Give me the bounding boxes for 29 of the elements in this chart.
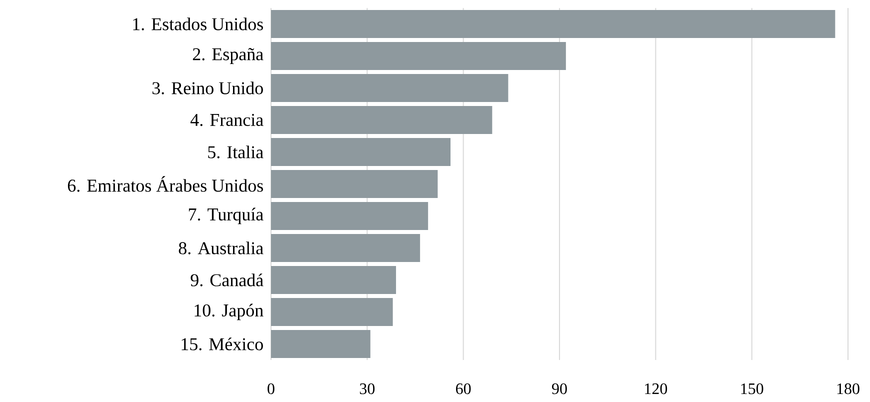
bar [271, 170, 438, 198]
bar [271, 298, 393, 326]
bar [271, 106, 492, 134]
bar [271, 234, 420, 262]
bar [271, 74, 508, 102]
x-tick-label: 60 [456, 383, 471, 394]
bar [271, 202, 428, 230]
y-tick-label: 4. Francia [190, 114, 264, 126]
y-tick-label: 6. Emiratos Árabes Unidos [68, 176, 263, 192]
bar [271, 138, 451, 166]
y-tick-label: 2. España [192, 48, 264, 64]
y-tick-label: 7. Turquía [188, 208, 264, 224]
bar [271, 266, 396, 294]
y-tick-label: 1. Estados Unidos [133, 18, 263, 30]
x-tick-label: 120 [645, 383, 668, 394]
y-tick-label: 10. Japón [194, 304, 264, 320]
y-tick-label: 5. Italia [208, 146, 264, 158]
bar [271, 330, 370, 358]
x-tick-label: 0 [268, 383, 274, 394]
y-tick-label: 9. Canadá [190, 274, 264, 286]
bar [271, 10, 836, 38]
y-tick-label: 8. Australia [178, 242, 264, 254]
x-tick-label: 90 [552, 383, 567, 394]
x-tick-label: 180 [837, 383, 860, 394]
y-tick-label: 15. México [182, 338, 263, 350]
y-tick-label: 3. Reino Unido [152, 82, 263, 94]
x-tick-label: 150 [741, 383, 764, 394]
bar [271, 42, 566, 70]
x-tick-label: 30 [360, 383, 375, 394]
